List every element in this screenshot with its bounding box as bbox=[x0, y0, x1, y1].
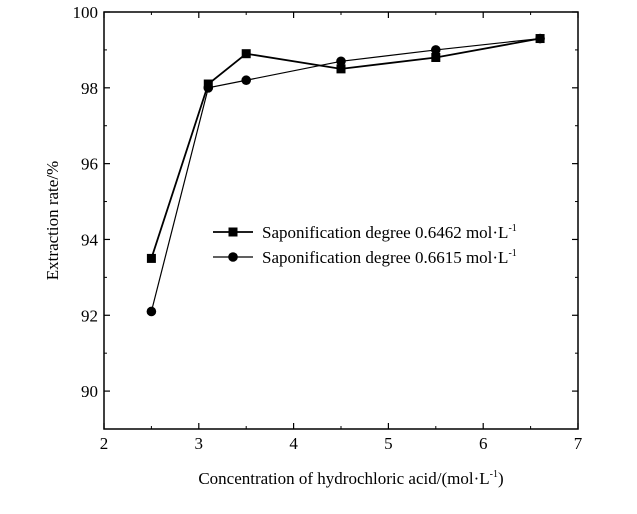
x-tick-label: 4 bbox=[289, 434, 298, 453]
legend-marker-circle bbox=[228, 252, 238, 262]
x-tick-label: 5 bbox=[384, 434, 393, 453]
series-line bbox=[150, 37, 541, 312]
x-tick-label: 6 bbox=[479, 434, 488, 453]
series bbox=[146, 33, 545, 317]
x-tick-label: 2 bbox=[100, 434, 109, 453]
data-point-circle bbox=[431, 45, 441, 55]
axis-titles: Concentration of hydrochloric acid/(mol·… bbox=[43, 161, 504, 488]
legend-item-2: Saponification degree 0.6615 mol·L-1 bbox=[213, 248, 517, 267]
legend: Saponification degree 0.6462 mol·L-1 Sapo… bbox=[213, 223, 517, 267]
ticks: 2 3 4 5 6 7 90 92 94 96 98 100 bbox=[73, 3, 583, 453]
y-axis-title: Extraction rate/% bbox=[43, 161, 62, 280]
y-tick-label: 94 bbox=[81, 230, 99, 249]
data-point-square bbox=[336, 64, 346, 74]
y-tick-label: 92 bbox=[81, 306, 98, 325]
legend-item-1: Saponification degree 0.6462 mol·L-1 bbox=[213, 223, 517, 242]
series-2 bbox=[146, 33, 545, 317]
y-tick-label: 98 bbox=[81, 79, 98, 98]
series-line bbox=[150, 37, 541, 259]
y-tick-label: 96 bbox=[81, 155, 98, 174]
x-tick-label: 7 bbox=[574, 434, 583, 453]
legend-label: Saponification degree 0.6462 mol·L-1 bbox=[262, 223, 517, 242]
data-point-circle bbox=[203, 83, 214, 93]
data-point-circle bbox=[241, 75, 251, 86]
data-point-circle bbox=[336, 56, 346, 67]
data-point-square bbox=[146, 253, 156, 263]
x-axis-title: Concentration of hydrochloric acid/(mol·… bbox=[198, 469, 503, 488]
y-tick-label: 100 bbox=[73, 3, 99, 22]
data-point-circle bbox=[146, 306, 157, 317]
data-point-square bbox=[241, 49, 251, 59]
y-tick-label: 90 bbox=[81, 382, 98, 401]
data-point-circle bbox=[535, 33, 545, 44]
legend-label: Saponification degree 0.6615 mol·L-1 bbox=[262, 248, 517, 267]
legend-marker-square bbox=[228, 227, 238, 237]
data-point-square bbox=[431, 52, 441, 62]
x-tick-label: 3 bbox=[195, 434, 204, 453]
